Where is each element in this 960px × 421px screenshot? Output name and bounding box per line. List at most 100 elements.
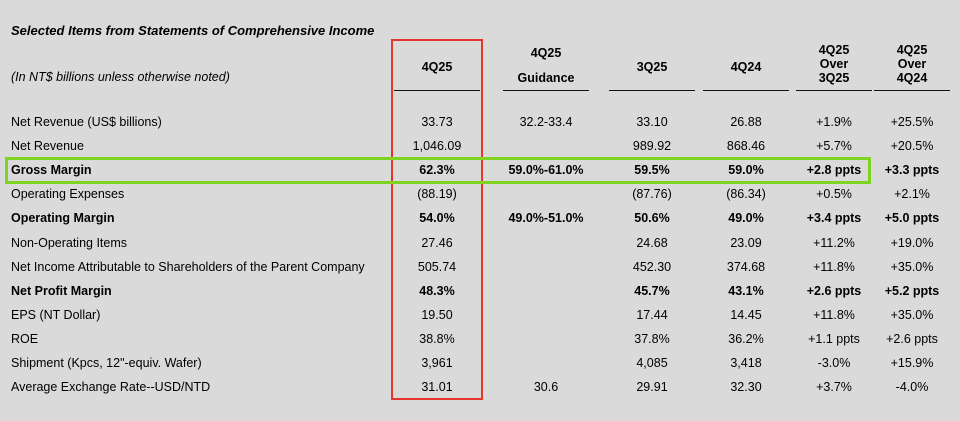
column-header-line: 4Q25 <box>530 46 562 60</box>
table-cell: +5.7% <box>816 139 852 154</box>
table-cell: +5.0 ppts <box>884 211 940 226</box>
table-cell: +11.8% <box>813 307 855 322</box>
row-label: Operating Margin <box>11 211 115 226</box>
table-cell: 1,046.09 <box>412 139 462 154</box>
table-row: Shipment (Kpcs, 12"-equiv. Wafer) 3,961 4,… <box>0 351 960 375</box>
row-label: Shipment (Kpcs, 12"-equiv. Wafer) <box>11 356 202 370</box>
table-cell: +2.8 ppts <box>806 163 862 178</box>
table-cell: 48.3% <box>419 283 455 298</box>
table-cell: 17.44 <box>636 307 668 322</box>
table-cell: +1.1 ppts <box>808 331 860 346</box>
table-cell: +2.6 ppts <box>886 331 938 346</box>
table-cell: +20.5% <box>890 139 934 154</box>
table-cell: 3,418 <box>730 356 762 370</box>
column-header: 3Q25 <box>607 60 697 74</box>
table-cell: +11.2% <box>813 235 855 250</box>
table-cell: 452.30 <box>632 259 672 274</box>
table-cell: -3.0% <box>817 356 851 370</box>
highlight-column-4q25 <box>391 39 483 400</box>
table-cell: +3.7% <box>816 380 852 395</box>
table-cell: 32.30 <box>730 380 762 395</box>
table-cell: 27.46 <box>421 235 453 250</box>
table-cell: 505.74 <box>417 259 457 274</box>
column-header-line: 4Q24 <box>730 60 762 74</box>
table-cell: 62.3% <box>419 163 455 178</box>
column-header-line: 4Q24 <box>896 71 928 85</box>
table-cell: (87.76) <box>632 187 672 202</box>
table-row: ROE 38.8% 37.8% 36.2% +1.1 ppts +2.6 ppts <box>0 327 960 351</box>
table-cell: 989.92 <box>632 139 672 154</box>
row-label: Net Revenue (US$ billions) <box>11 115 162 129</box>
column-header: 4Q24 <box>701 60 791 74</box>
table-cell: 37.8% <box>634 331 670 346</box>
table-cell: 33.73 <box>421 115 453 129</box>
table-cell: 31.01 <box>421 380 453 395</box>
row-label: Gross Margin <box>11 163 92 178</box>
table-cell: +3.3 ppts <box>884 163 940 178</box>
column-header-line: 4Q25 <box>421 60 453 74</box>
column-header-underline <box>874 90 950 91</box>
table-row: Net Income Attributable to Shareholders … <box>0 255 960 279</box>
table-cell <box>498 255 594 279</box>
column-header-line: 4Q25 <box>818 43 850 57</box>
column-header-underline <box>609 90 695 91</box>
table-cell: 14.45 <box>730 307 762 322</box>
table-cell: 50.6% <box>634 211 670 226</box>
column-header: 4Q25 <box>392 60 482 74</box>
table-cell: 868.46 <box>726 139 766 154</box>
table-cell: +0.5% <box>816 187 852 202</box>
table-cell <box>498 182 594 206</box>
table-row: Operating Margin 54.0% 49.0%-51.0% 50.6% 49.… <box>0 206 960 230</box>
table-row: Average Exchange Rate--USD/NTD 31.01 30.6 2… <box>0 375 960 399</box>
table-cell: -4.0% <box>895 380 929 395</box>
table-cell: +11.8% <box>813 259 855 274</box>
column-header-underline <box>796 90 872 91</box>
table-cell: +2.1% <box>894 187 930 202</box>
highlight-row-gross-margin <box>5 157 871 184</box>
table-cell: 49.0%-51.0% <box>508 211 584 226</box>
column-header-line: Over <box>897 57 927 71</box>
table-cell: +1.9% <box>816 115 852 129</box>
column-header-line: 3Q25 <box>636 60 668 74</box>
table-cell: +25.5% <box>890 115 934 129</box>
table-cell: +5.2 ppts <box>884 283 940 298</box>
column-header-line: Over <box>819 57 849 71</box>
table-cell: 59.0%-61.0% <box>508 163 584 178</box>
table-cell: 59.5% <box>634 163 670 178</box>
table-cell <box>498 327 594 351</box>
column-header-underline <box>703 90 789 91</box>
table-row: EPS (NT Dollar) 19.50 17.44 14.45 +11.8% +35.… <box>0 303 960 327</box>
table-cell: 24.68 <box>636 235 668 250</box>
table-cell: 43.1% <box>728 283 764 298</box>
table-row: Net Revenue 1,046.09 989.92 868.46 +5.7% +20.… <box>0 134 960 158</box>
column-header-line: 4Q25 <box>896 43 928 57</box>
column-header: 4Q25 Over 3Q25 <box>789 43 879 85</box>
table-cell: (86.34) <box>726 187 766 202</box>
row-label: Net Profit Margin <box>11 283 112 298</box>
table-cell: 36.2% <box>728 331 764 346</box>
table-row: Operating Expenses (88.19) (87.76) (86.34) +… <box>0 182 960 206</box>
table-cell: 49.0% <box>728 211 764 226</box>
row-label: Average Exchange Rate--USD/NTD <box>11 380 211 395</box>
table-cell: 4,085 <box>636 356 668 370</box>
table-cell: 33.10 <box>636 115 668 129</box>
table-cell: 29.91 <box>636 380 668 395</box>
row-label: EPS (NT Dollar) <box>11 307 101 322</box>
table-cell: 54.0% <box>419 211 455 226</box>
row-label: Operating Expenses <box>11 187 125 202</box>
table-row: Net Profit Margin 48.3% 45.7% 43.1% +2.6 ppt… <box>0 279 960 303</box>
table-cell: 374.68 <box>726 259 766 274</box>
table-cell <box>498 134 594 158</box>
table-cell: (88.19) <box>417 187 457 202</box>
table-title: Selected Items from Statements of Compre… <box>11 23 375 38</box>
column-header-line: Guidance <box>517 71 575 85</box>
table-cell: 3,961 <box>421 356 453 370</box>
table-cell: 19.50 <box>421 307 453 322</box>
table-cell: +3.4 ppts <box>806 211 862 226</box>
table-cell: +2.6 ppts <box>806 283 862 298</box>
table-cell <box>498 303 594 327</box>
table-cell <box>498 231 594 255</box>
table-cell <box>498 351 594 375</box>
row-label: ROE <box>11 331 39 346</box>
table-cell: 38.8% <box>419 331 455 346</box>
